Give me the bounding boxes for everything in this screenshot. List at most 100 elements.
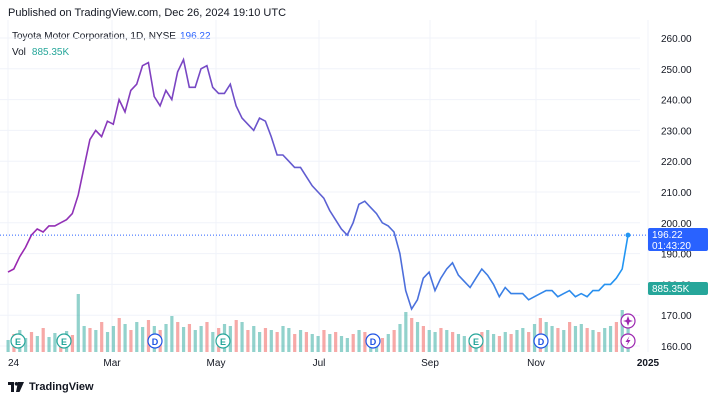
event-marker-earnings[interactable]: E [56, 333, 72, 349]
volume-bar [310, 334, 314, 352]
volume-bar [334, 332, 338, 352]
legend-symbol[interactable]: Toyota Motor Corporation, 1D, NYSE [12, 31, 176, 42]
volume-bar [386, 334, 390, 352]
volume-bar [287, 328, 291, 352]
volume-bar [304, 332, 309, 352]
price-line [7, 57, 629, 311]
y-tick-label: 230.00 [661, 126, 692, 137]
svg-text:E: E [15, 337, 21, 347]
event-marker-earnings[interactable]: E [215, 333, 231, 349]
volume-bar [6, 340, 10, 352]
volume-bar [47, 337, 51, 352]
volume-bar [53, 333, 57, 352]
svg-text:D: D [538, 337, 545, 347]
volume-bar [404, 312, 408, 352]
volume-bar [82, 326, 86, 352]
legend-volume-value: 885.35K [31, 47, 70, 58]
volume-bar [88, 328, 92, 352]
event-marker-earnings[interactable]: E [468, 333, 484, 349]
volume-bar [614, 322, 619, 352]
volume-bar [597, 332, 601, 352]
volume-bar [234, 320, 238, 352]
volume-bar [456, 334, 461, 352]
tradingview-logo-icon [8, 382, 24, 392]
volume-bar [445, 330, 449, 352]
tradingview-wordmark: TradingView [29, 381, 94, 393]
volume-bar [415, 322, 420, 352]
volume-bar [603, 328, 607, 352]
volume-bar [462, 336, 466, 352]
event-marker-dividend[interactable]: D [533, 333, 549, 349]
volume-bar [585, 328, 589, 352]
volume-bar [111, 326, 115, 352]
volume-bar [392, 330, 396, 352]
chart-legend: Toyota Motor Corporation, 1D, NYSE 196.22… [12, 29, 211, 61]
volume-bar [573, 326, 578, 352]
volume-bar [486, 330, 490, 352]
tradingview-brand[interactable]: TradingView [8, 381, 94, 393]
time-axis[interactable]: 24 Mar May Jul Sep Nov 2025 [8, 358, 660, 369]
volume-bar [298, 330, 303, 352]
volume-bar [240, 322, 244, 352]
x-tick-label: Sep [421, 358, 439, 369]
legend-last-price: 196.22 [179, 31, 211, 42]
volume-bar [328, 334, 332, 352]
volume-bar [100, 322, 104, 352]
volume-bar [164, 324, 168, 352]
svg-text:E: E [61, 337, 67, 347]
volume-bar [608, 326, 613, 352]
x-tick-label: 24 [8, 358, 20, 369]
volume-bar [76, 294, 80, 352]
volume-bar [345, 338, 349, 352]
volume-bar [339, 336, 344, 352]
volume-bar [199, 326, 203, 352]
volume-bar [123, 324, 127, 352]
event-marker-dividend[interactable]: D [365, 333, 381, 349]
volume-bar [591, 330, 595, 352]
y-tick-label: 250.00 [661, 65, 692, 76]
volume-bar [269, 330, 273, 352]
volume-bar [491, 334, 496, 352]
volume-bar [141, 327, 145, 352]
last-point [625, 232, 631, 238]
volume-bar [135, 322, 139, 352]
x-tick-label: Jul [313, 358, 326, 369]
volume-bar [626, 314, 630, 352]
volume-bar [527, 332, 531, 352]
volume-bar [129, 330, 133, 352]
price-axis[interactable]: 260.00 250.00 240.00 230.00 220.00 210.00 200.… [661, 34, 692, 353]
volume-bar [228, 326, 232, 352]
volume-bar [380, 338, 385, 352]
volume-bar [562, 330, 566, 352]
volume-bar [94, 330, 98, 352]
volume-bar [521, 328, 525, 352]
volume-bar [421, 326, 425, 352]
event-marker-dividend[interactable]: D [147, 333, 163, 349]
volume-bar [410, 318, 414, 352]
x-tick-label: Nov [527, 358, 545, 369]
published-caption: Published on TradingView.com, Dec 26, 20… [8, 7, 287, 19]
volume-bar [211, 332, 215, 352]
volume-bar [503, 332, 507, 352]
y-tick-label: 200.00 [661, 219, 692, 230]
event-marker-earnings[interactable]: E [10, 333, 26, 349]
volume-bar [451, 332, 455, 352]
alert-icon[interactable] [620, 313, 636, 329]
svg-text:D: D [370, 337, 377, 347]
volume-bar [258, 332, 262, 352]
last-price-tag: 196.22 01:43:20 [648, 228, 708, 252]
volume-bar [193, 330, 197, 352]
volume-bar [556, 328, 560, 352]
volume-bar [568, 322, 572, 352]
volume-bar [263, 328, 268, 352]
y-tick-label: 220.00 [661, 157, 692, 168]
volume-bar [515, 330, 519, 352]
volume-bar [70, 335, 75, 352]
x-tick-label: Mar [103, 358, 121, 369]
volume-bar [433, 332, 437, 352]
volume-bar [351, 334, 355, 352]
lightning-icon[interactable] [620, 333, 636, 349]
legend-volume-label: Vol [12, 47, 26, 58]
